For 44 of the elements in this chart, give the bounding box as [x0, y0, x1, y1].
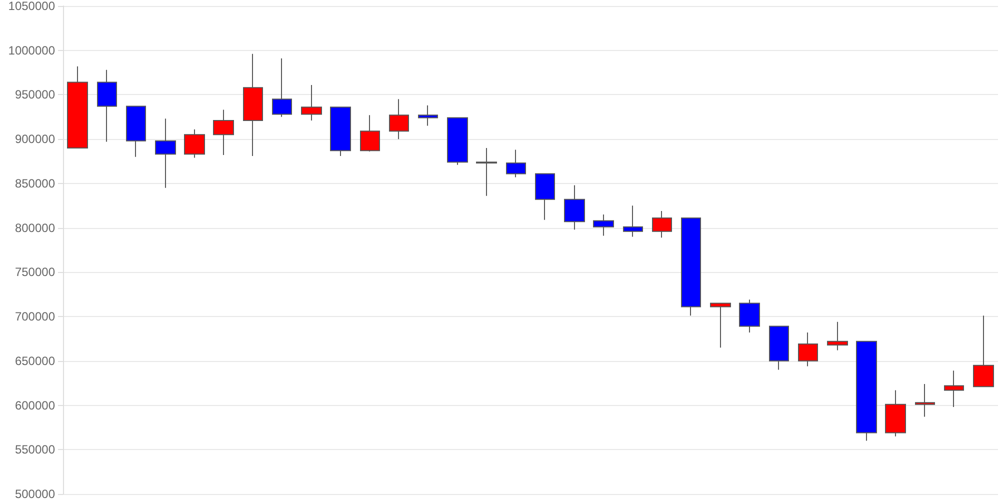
y-tick-label: 700000	[14, 310, 56, 324]
candlestick	[360, 114, 380, 152]
candlestick	[184, 128, 205, 158]
y-tick-label: 1050000	[8, 0, 56, 13]
candlestick	[506, 149, 526, 178]
candlestick	[535, 173, 555, 220]
candlestick	[798, 332, 818, 367]
y-tick-label: 550000	[14, 442, 56, 457]
candlestick	[944, 370, 964, 408]
candlestick	[301, 84, 322, 121]
candlestick	[330, 106, 351, 156]
candlestick	[126, 106, 146, 158]
candlestick	[710, 302, 731, 348]
candlestick	[476, 147, 497, 196]
y-tick-label: 1000000	[8, 43, 56, 58]
y-tick-label: 950000	[14, 88, 56, 102]
y-tick-label: 750000	[14, 265, 56, 280]
candlestick	[856, 340, 877, 442]
candlestick	[915, 383, 935, 418]
candlestick	[623, 205, 643, 238]
y-tick-label: 600000	[14, 398, 56, 412]
candlestick	[418, 104, 438, 126]
candlestick	[593, 214, 614, 236]
y-tick-label: 850000	[14, 176, 56, 190]
candlestick	[213, 109, 234, 156]
y-tick-label: 800000	[14, 220, 56, 235]
candlestick	[155, 118, 176, 188]
candlestick	[769, 326, 789, 370]
candlestick	[389, 98, 409, 140]
candlestick	[681, 218, 701, 316]
candlestick	[97, 69, 117, 142]
y-tick-label: 650000	[14, 354, 56, 368]
candlestick	[564, 184, 585, 230]
y-tick-label: 900000	[14, 132, 56, 146]
candlestick	[67, 66, 88, 148]
candlestick	[272, 58, 292, 118]
y-tick-label: 500000	[14, 487, 56, 500]
candlestick	[243, 53, 263, 156]
candlestick	[447, 117, 468, 166]
candlestick	[885, 390, 906, 437]
candlestick	[827, 321, 848, 351]
candlestick	[652, 210, 672, 238]
candlestick	[973, 315, 994, 388]
candlestick	[739, 299, 760, 334]
